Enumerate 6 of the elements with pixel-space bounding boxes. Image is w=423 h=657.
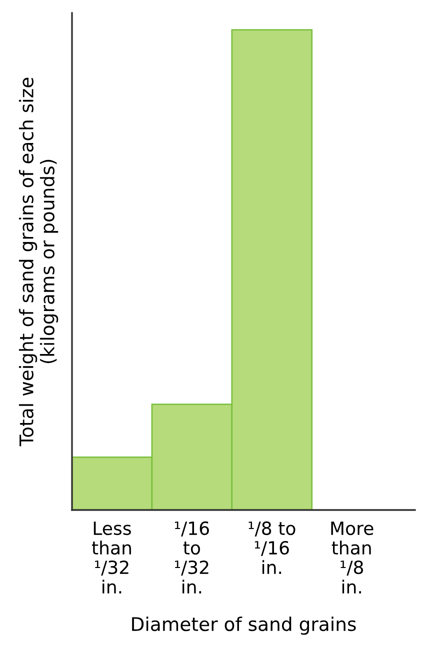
y-axis-title: Total weight of sand grains of each size (kilograms or pounds) [18, 78, 58, 446]
x-tick-label: More than ¹/8 in. [331, 522, 374, 594]
x-tick-label: ¹/16 to ¹/32 in. [174, 521, 209, 594]
x-tick-label: ¹/8 to ¹/16 in. [248, 521, 296, 574]
x-axis-title: Diameter of sand grains [132, 616, 356, 635]
x-tick-label: Less than ¹/32 in. [92, 522, 131, 594]
